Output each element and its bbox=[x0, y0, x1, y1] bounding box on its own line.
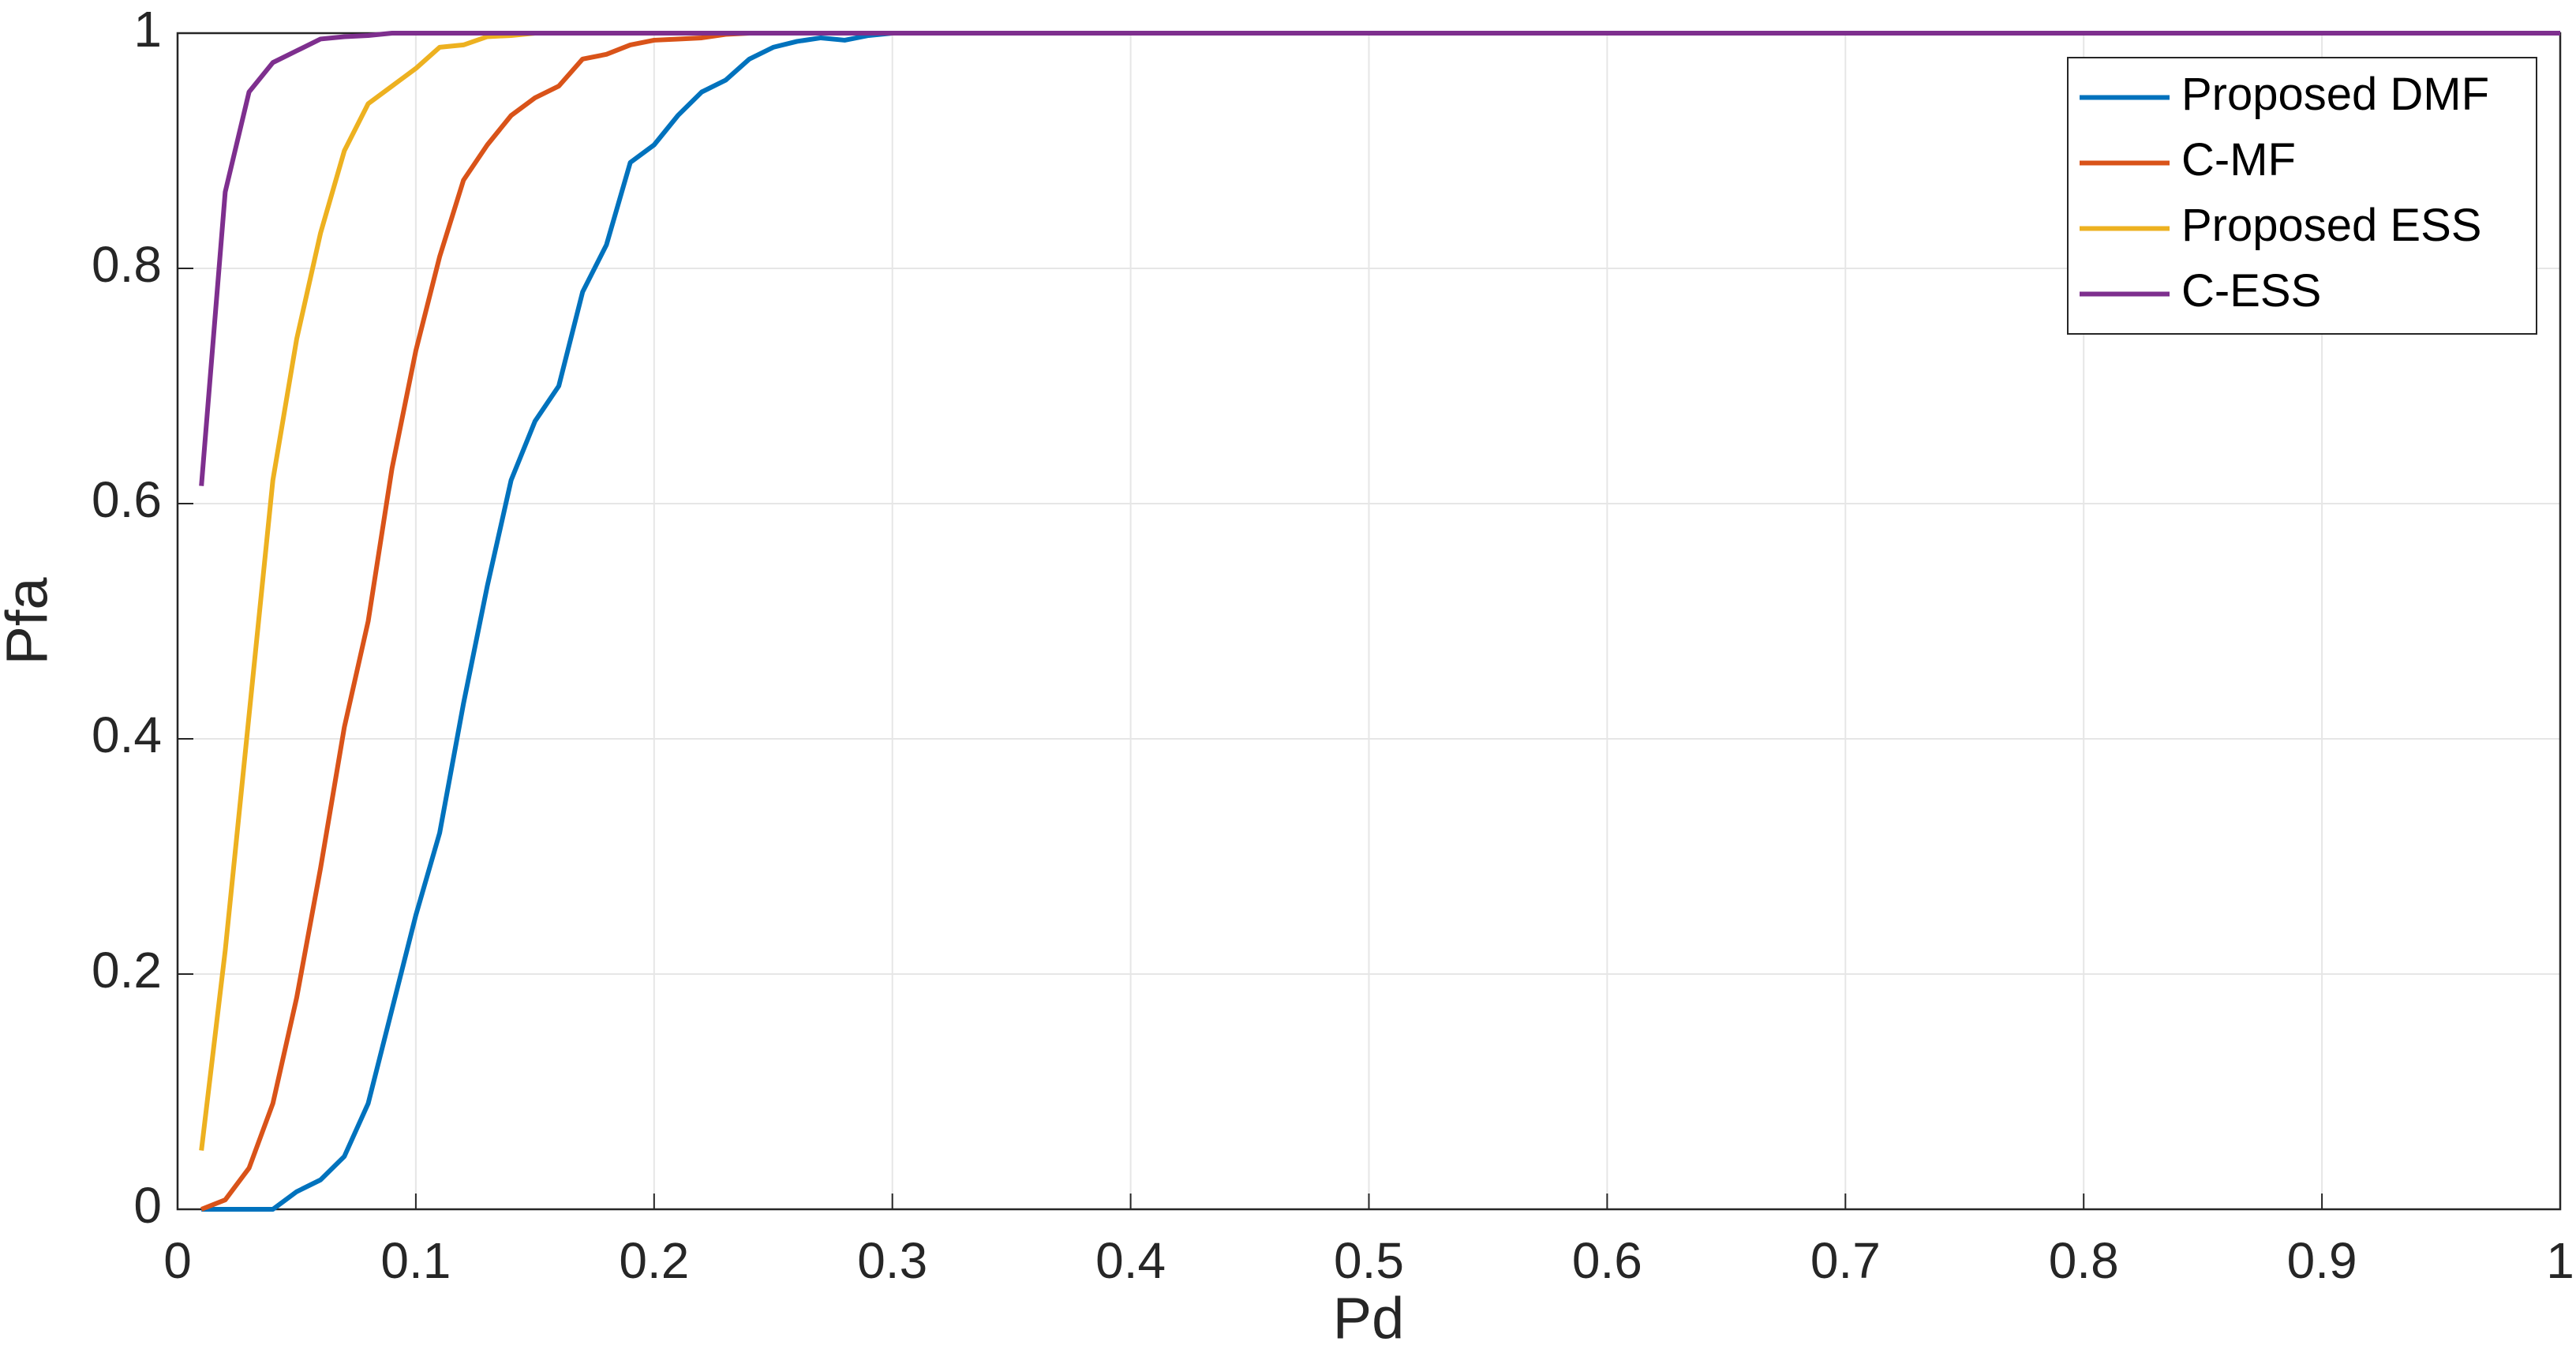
y-tick-label: 1 bbox=[133, 1, 162, 58]
x-tick-label: 0.6 bbox=[1572, 1232, 1642, 1289]
x-tick-label: 0.1 bbox=[380, 1232, 451, 1289]
x-tick-label: 0.5 bbox=[1334, 1232, 1404, 1289]
y-tick-label: 0.8 bbox=[92, 236, 162, 293]
y-tick-label: 0 bbox=[133, 1177, 162, 1234]
x-tick-label: 0.4 bbox=[1095, 1232, 1166, 1289]
legend-label: C-MF bbox=[2181, 134, 2296, 185]
legend-label: Proposed DMF bbox=[2181, 69, 2489, 120]
x-tick-label: 0.3 bbox=[857, 1232, 927, 1289]
legend-box bbox=[2067, 57, 2537, 335]
x-tick-label: 0.9 bbox=[2287, 1232, 2357, 1289]
x-tick-label: 0 bbox=[163, 1232, 192, 1289]
x-tick-label: 0.7 bbox=[1810, 1232, 1881, 1289]
legend-label: Proposed ESS bbox=[2181, 200, 2481, 251]
x-tick-label: 1 bbox=[2546, 1232, 2574, 1289]
y-axis-label: Pfa bbox=[0, 577, 60, 665]
y-tick-label: 0.6 bbox=[92, 471, 162, 528]
series-line bbox=[199, 31, 2560, 486]
x-axis-label: Pd bbox=[1333, 1286, 1405, 1351]
y-tick-label: 0.2 bbox=[92, 942, 162, 999]
legend-label: C-ESS bbox=[2181, 265, 2321, 317]
x-tick-label: 0.8 bbox=[2049, 1232, 2119, 1289]
y-tick-label: 0.4 bbox=[92, 706, 162, 763]
x-tick-label: 0.2 bbox=[619, 1232, 689, 1289]
